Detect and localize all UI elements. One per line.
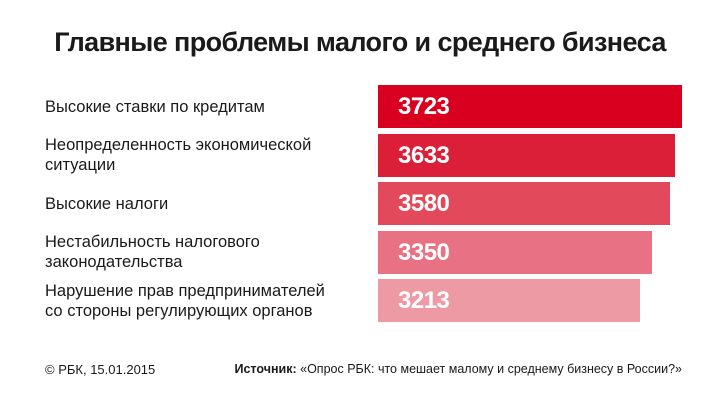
copyright-text: © РБК, 15.01.2015 xyxy=(45,362,156,377)
category-label: Нестабильность налогового законодательств… xyxy=(45,232,375,272)
bar: 3723 xyxy=(378,85,682,128)
bar: 3350 xyxy=(378,230,652,274)
category-label-line: Высокие ставки по кредитам xyxy=(45,97,265,116)
category-label: Высокие налоги xyxy=(45,194,375,214)
category-label-line: со стороны регулирующих органов xyxy=(45,301,313,320)
category-label-line: ситуации xyxy=(45,156,116,174)
source-text: «Опрос РБК: что мешает малому и среднему… xyxy=(300,362,682,376)
category-label-line: Неопределенность экономической xyxy=(45,136,312,154)
category-label-line: Нарушение прав предпринимателей xyxy=(45,281,325,300)
bar: 3213 xyxy=(378,279,641,322)
bar: 3633 xyxy=(378,133,675,177)
bar-value-label: 3213 xyxy=(398,287,450,314)
bar-value-label: 3350 xyxy=(398,238,450,266)
bar-value-label: 3723 xyxy=(398,93,450,120)
bar-value-label: 3580 xyxy=(398,190,450,217)
category-label: Высокие ставки по кредитам xyxy=(45,97,375,117)
source-note: Источник: «Опрос РБК: что мешает малому … xyxy=(235,362,683,376)
category-label-line: Нестабильность налогового xyxy=(45,233,260,251)
chart-title: Главные проблемы малого и среднего бизне… xyxy=(54,27,666,57)
category-label: Неопределенность экономической ситуации xyxy=(45,135,375,175)
category-label-line: Высокие налоги xyxy=(45,194,169,213)
category-label: Нарушение прав предпринимателей со сторон… xyxy=(45,281,375,321)
bar: 3580 xyxy=(378,182,671,225)
source-label: Источник: xyxy=(234,362,297,376)
bar-value-label: 3633 xyxy=(398,141,450,169)
category-label-line: законодательства xyxy=(45,253,183,271)
